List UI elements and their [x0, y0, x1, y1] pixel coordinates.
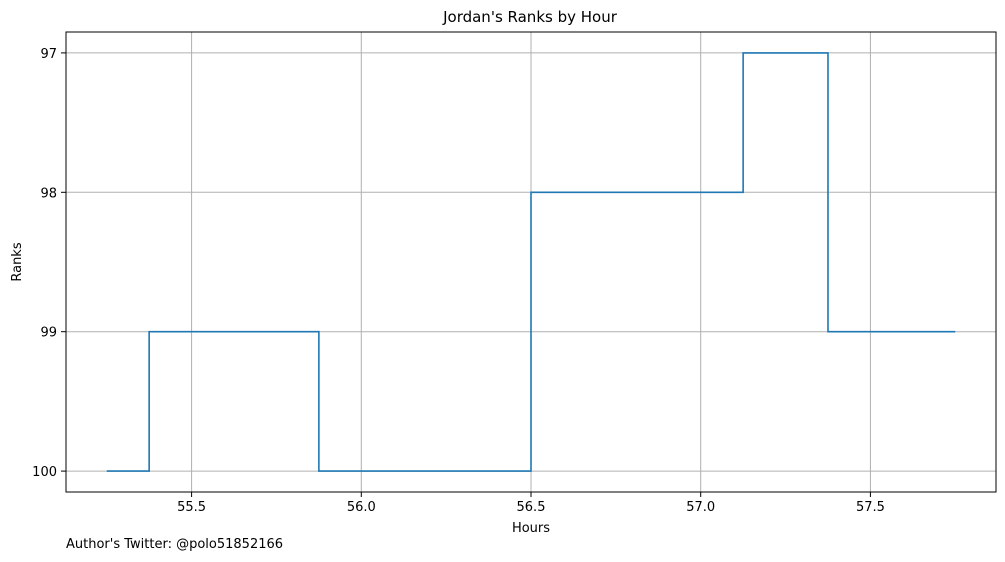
series-layer [106, 52, 956, 472]
x-axis-label: Hours [512, 521, 550, 536]
x-tick-label: 57.5 [856, 500, 885, 515]
x-tick-label: 56.0 [347, 500, 376, 515]
x-tick-label: 55.5 [177, 500, 206, 515]
x-tick-label: 57.0 [686, 500, 715, 515]
y-tick-label: 99 [40, 326, 57, 341]
tick-layer: 55.5 56.0 56.5 57.0 57.5 97 98 99 100 [32, 47, 885, 515]
y-tick-label: 100 [32, 465, 57, 480]
author-credit: Author's Twitter: @polo51852166 [66, 537, 284, 552]
rank-series-line [106, 52, 956, 472]
y-tick-label: 98 [40, 186, 57, 201]
y-axis-label: Ranks [10, 242, 25, 281]
x-tick-label: 56.5 [517, 500, 546, 515]
chart-title: Jordan's Ranks by Hour [442, 8, 618, 26]
y-tick-label: 97 [40, 47, 57, 62]
